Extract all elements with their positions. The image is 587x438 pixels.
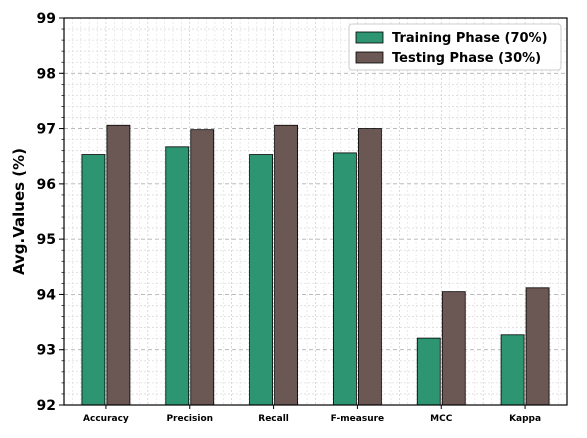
bar-training-kappa <box>500 334 525 406</box>
y-tick-label: 99 <box>37 11 56 27</box>
x-axis-ticks: Accuracy Precision Recall F-measure MCC Kappa <box>83 405 541 424</box>
y-tick-label: 95 <box>37 232 56 248</box>
x-tick-label: Accuracy <box>83 414 129 424</box>
bar-training-mcc <box>416 337 441 406</box>
legend-swatch <box>355 51 384 64</box>
legend-box <box>348 23 562 71</box>
x-tick-label: Kappa <box>509 414 541 424</box>
bar-testing-f-measure <box>358 128 382 406</box>
grid <box>63 17 568 406</box>
x-tick-label: MCC <box>430 414 453 424</box>
bar-testing-mcc <box>441 291 466 406</box>
legend: Training Phase (70%) Testing Phase (30%) <box>348 23 562 71</box>
legend-label: Testing Phase (30%) <box>392 51 541 66</box>
plot-frame <box>63 17 568 406</box>
bar-testing-accuracy <box>106 124 131 406</box>
legend-label: Training Phase (70%) <box>392 31 548 46</box>
y-tick-label: 97 <box>37 122 56 138</box>
bar-testing-recall <box>274 124 298 406</box>
bar-testing-kappa <box>525 287 550 406</box>
bars <box>81 124 550 406</box>
bar-training-f-measure <box>333 152 357 406</box>
bar-training-precision <box>165 146 190 406</box>
bar-testing-precision <box>190 129 215 406</box>
x-tick-label: Precision <box>166 414 213 424</box>
x-tick-label: Recall <box>258 414 289 424</box>
bar-training-accuracy <box>81 154 106 406</box>
y-axis-ticks: 92 93 94 95 96 97 98 99 <box>37 11 64 414</box>
y-tick-label: 93 <box>37 343 56 359</box>
y-tick-label: 96 <box>37 177 56 193</box>
y-tick-label: 98 <box>37 66 56 82</box>
y-axis-label: Avg.Values (%) <box>10 148 28 275</box>
x-tick-label: F-measure <box>331 414 384 424</box>
y-tick-label: 94 <box>37 287 57 303</box>
bar-training-recall <box>249 154 273 406</box>
y-tick-label: 92 <box>37 398 56 414</box>
legend-swatch <box>355 31 384 44</box>
